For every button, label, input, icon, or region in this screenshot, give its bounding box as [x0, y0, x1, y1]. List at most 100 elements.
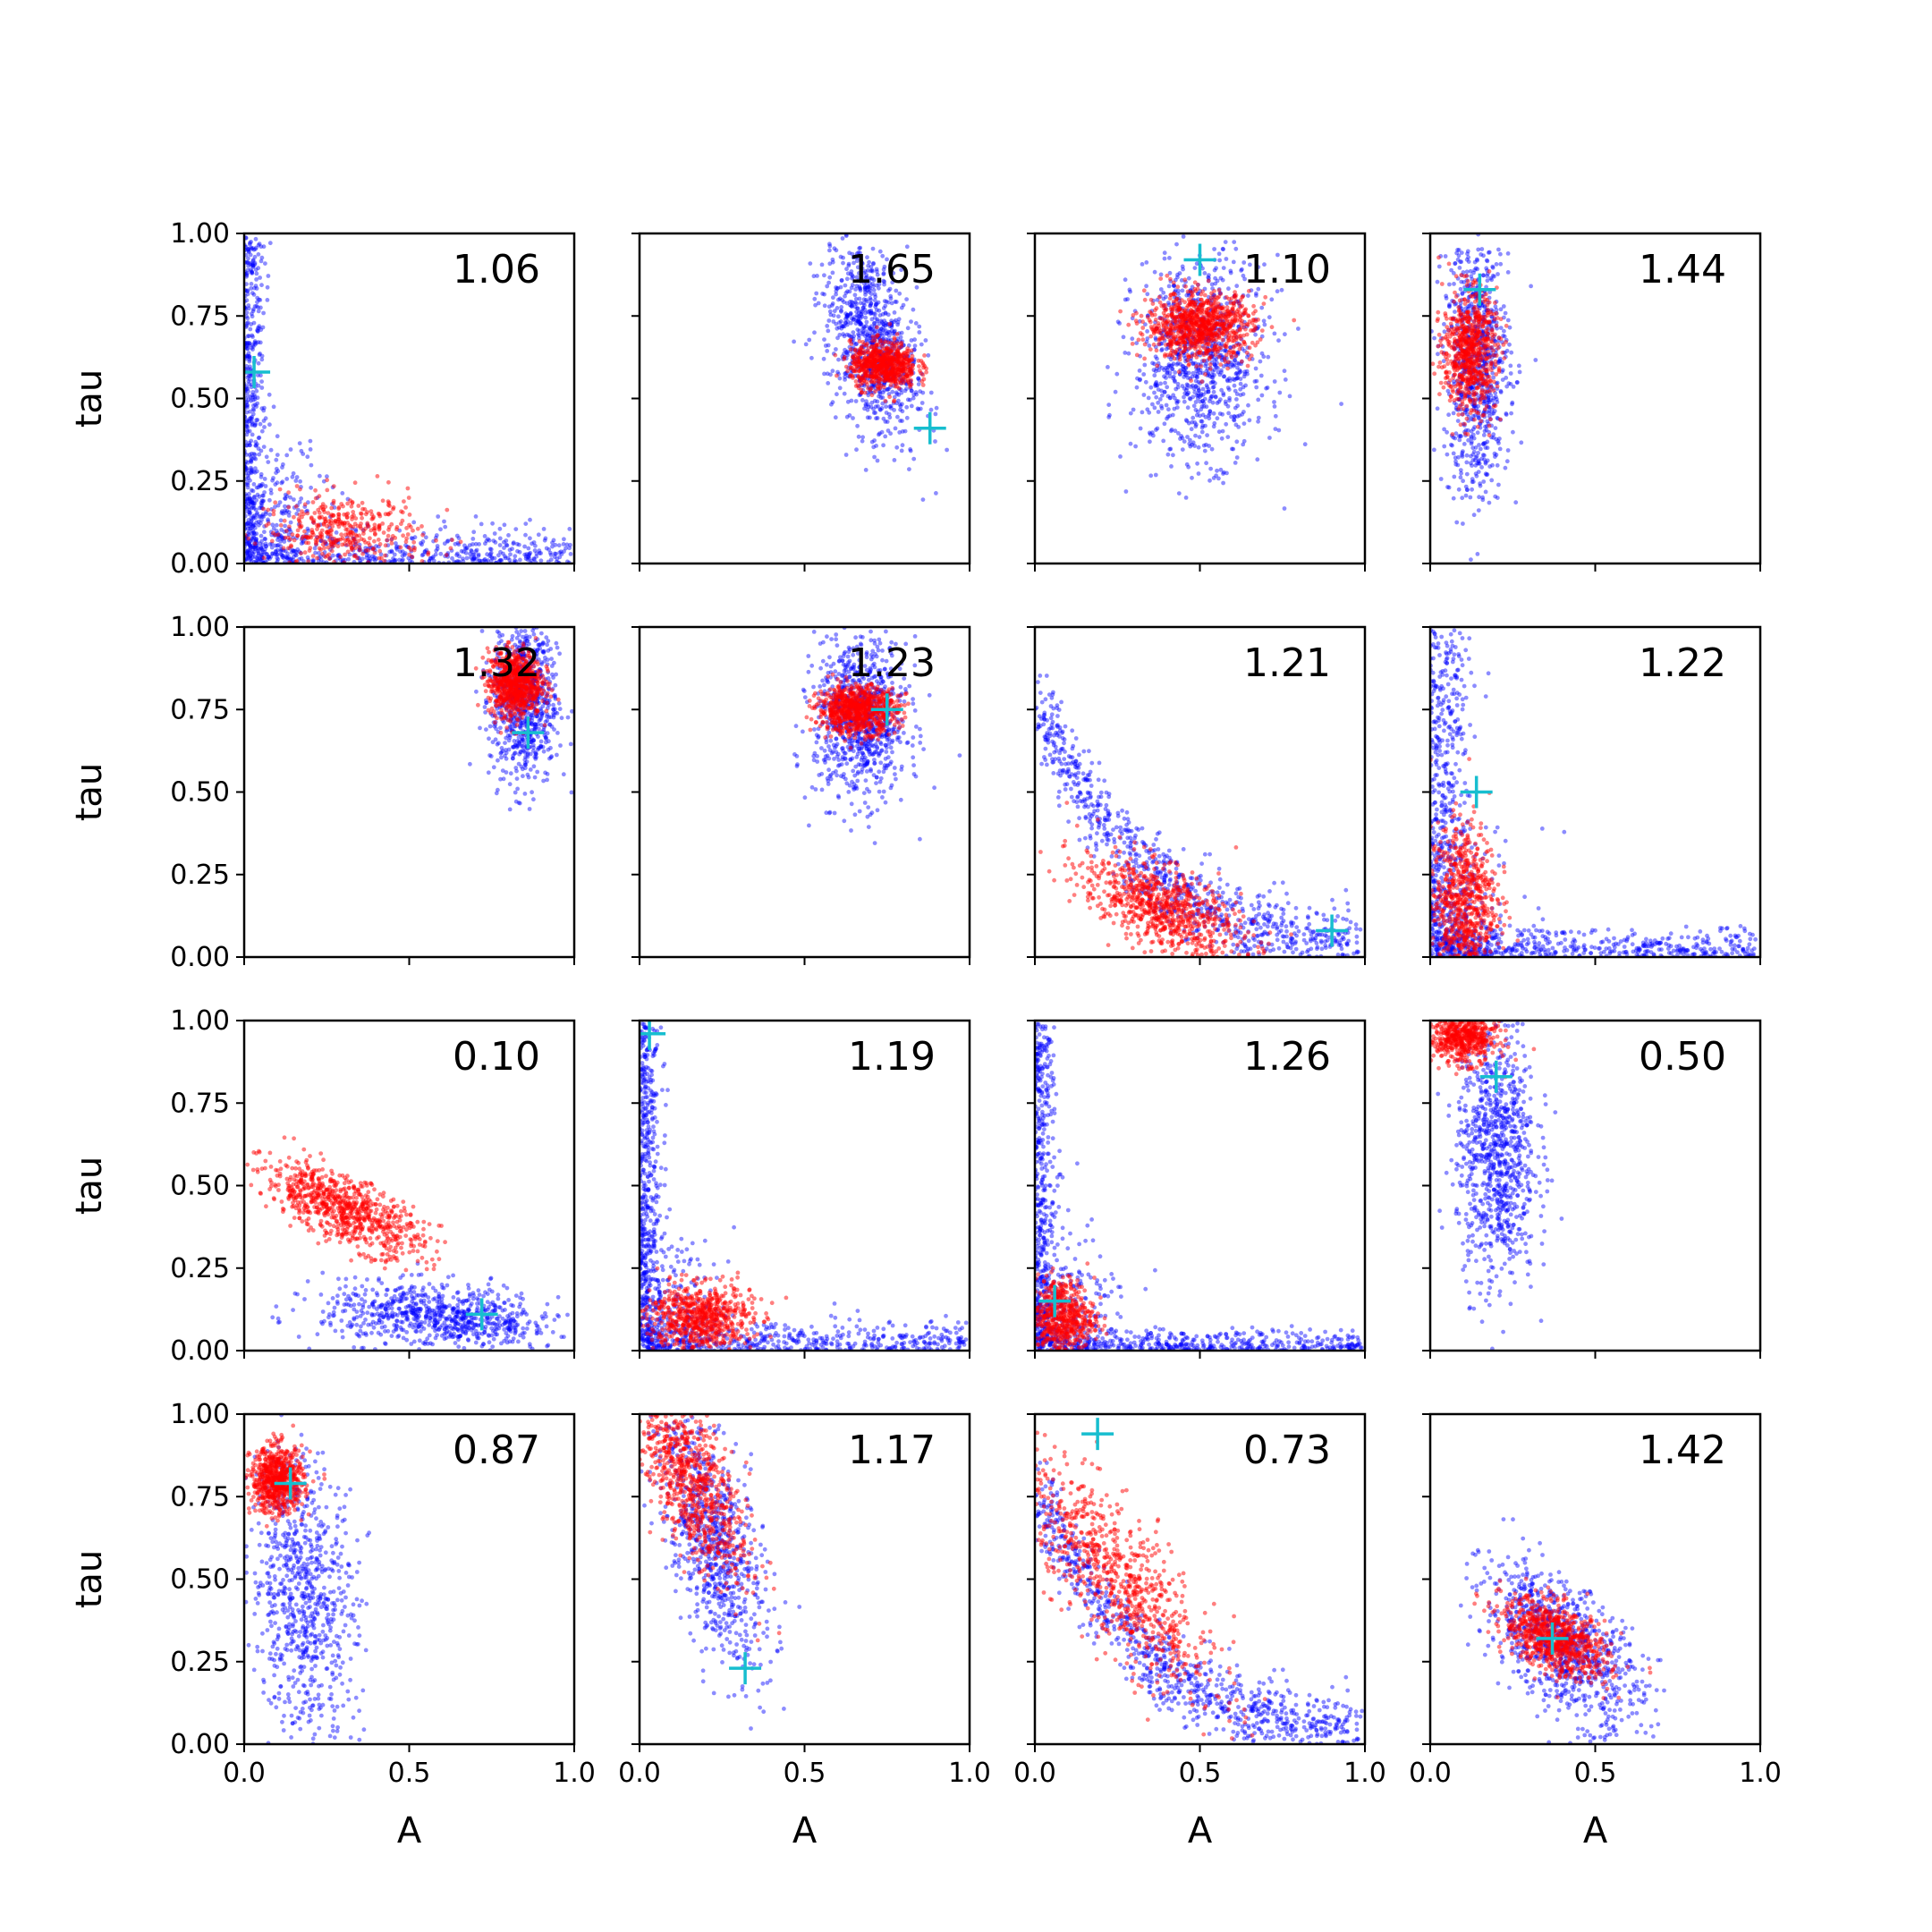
blue-point: [497, 543, 503, 547]
blue-point: [852, 260, 856, 266]
blue-point: [245, 551, 250, 556]
blue-point: [256, 340, 261, 345]
blue-point: [933, 439, 937, 444]
blue-point: [1138, 426, 1143, 431]
blue-point: [247, 542, 252, 547]
blue-point: [909, 403, 914, 409]
blue-point: [1196, 386, 1200, 390]
blue-point: [258, 305, 263, 310]
blue-point: [1201, 443, 1207, 448]
blue-point: [872, 292, 877, 297]
red-point: [311, 518, 317, 522]
blue-point: [514, 541, 520, 547]
red-point: [317, 494, 322, 499]
blue-point: [511, 540, 516, 545]
red-point: [859, 344, 864, 350]
blue-point: [297, 441, 302, 445]
red-point: [1185, 289, 1191, 294]
blue-point: [1202, 396, 1208, 402]
blue-point: [1164, 376, 1168, 380]
blue-point: [274, 457, 279, 462]
blue-point: [257, 352, 262, 357]
blue-point: [250, 269, 254, 275]
blue-point: [1221, 266, 1226, 270]
blue-point: [250, 291, 255, 295]
blue-point: [1168, 446, 1174, 452]
blue-point: [252, 285, 257, 291]
red-point: [266, 507, 271, 513]
blue-point: [869, 268, 873, 274]
blue-point: [877, 432, 881, 437]
blue-point: [1198, 413, 1202, 419]
blue-point: [904, 415, 910, 420]
blue-point: [250, 411, 256, 417]
blue-point: [262, 530, 267, 535]
red-point: [369, 509, 374, 513]
red-point: [1237, 346, 1242, 352]
red-point: [287, 524, 292, 530]
blue-point: [1180, 384, 1185, 388]
blue-point: [876, 300, 881, 305]
red-point: [292, 514, 296, 520]
blue-point: [275, 552, 280, 557]
blue-point: [1217, 372, 1223, 377]
blue-point: [1254, 378, 1259, 384]
red-point: [1159, 335, 1165, 341]
blue-point: [244, 346, 250, 352]
red-point: [344, 514, 350, 520]
blue-point: [472, 555, 477, 561]
blue-point: [387, 559, 392, 564]
blue-point: [542, 538, 547, 543]
blue-point: [839, 278, 844, 283]
blue-point: [1276, 428, 1282, 433]
blue-point: [1491, 432, 1496, 437]
blue-point: [249, 260, 253, 266]
blue-point: [814, 291, 819, 296]
blue-point: [1166, 362, 1172, 367]
red-point: [1218, 313, 1224, 318]
blue-point: [433, 552, 438, 557]
blue-point: [254, 404, 258, 409]
blue-point: [251, 504, 256, 508]
red-point: [857, 369, 861, 374]
blue-point: [280, 555, 285, 560]
blue-point: [1233, 246, 1239, 251]
blue-point: [875, 269, 879, 274]
blue-point: [892, 329, 897, 335]
blue-point: [909, 319, 913, 324]
blue-point: [857, 255, 862, 260]
blue-point: [866, 402, 870, 407]
blue-point: [884, 321, 888, 326]
blue-point: [1167, 370, 1173, 376]
red-point: [1158, 328, 1163, 334]
red-point: [271, 512, 276, 517]
blue-point: [1195, 371, 1200, 377]
red-point: [345, 521, 350, 525]
blue-point: [1184, 392, 1190, 396]
blue-point: [253, 247, 258, 251]
blue-point: [247, 542, 252, 547]
blue-point: [867, 277, 872, 283]
blue-point: [461, 556, 465, 561]
blue-point: [1200, 386, 1206, 392]
red-point: [1220, 331, 1224, 336]
red-point: [1168, 352, 1174, 358]
blue-point: [897, 430, 902, 435]
blue-point: [1143, 379, 1148, 385]
blue-point: [1214, 266, 1218, 271]
red-point: [1249, 353, 1254, 358]
blue-point: [254, 341, 258, 345]
blue-point: [864, 338, 869, 343]
red-point: [353, 546, 358, 551]
blue-point: [839, 326, 844, 331]
blue-point: [837, 376, 843, 381]
red-point: [888, 383, 894, 387]
blue-point: [1184, 386, 1190, 391]
blue-point: [1187, 396, 1192, 401]
red-point: [1171, 335, 1176, 340]
blue-point: [864, 280, 869, 285]
blue-point: [1210, 400, 1216, 405]
blue-point: [888, 296, 894, 301]
blue-point: [427, 558, 432, 564]
red-point: [843, 364, 849, 369]
